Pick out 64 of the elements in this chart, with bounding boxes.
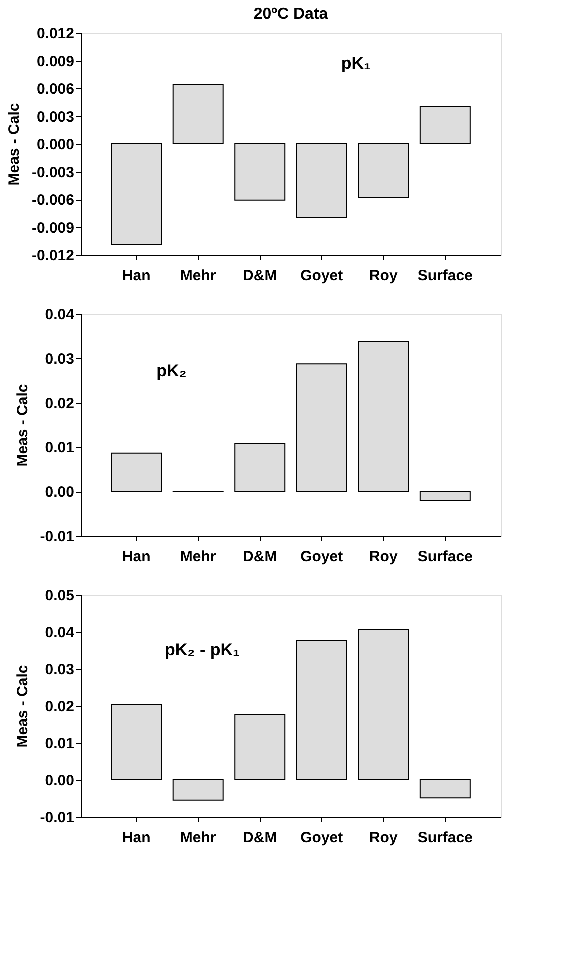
y-tick-label: 0.000 [36,136,74,154]
y-tick-label: 0.01 [45,736,74,752]
bar [420,780,471,799]
y-axis-title: Meas - Calc [14,665,32,748]
y-tick-label: 0.03 [45,350,74,368]
x-tick-label: D&M [243,268,278,284]
bar [296,640,348,780]
y-tick-label: 0.012 [36,26,74,42]
y-tick-label: 0.006 [36,81,74,98]
x-tick-label: Surface [418,830,473,846]
bar [111,704,162,780]
annotation: pK₁ [341,54,372,74]
x-tick-label: Roy [369,830,398,846]
bar [296,364,348,492]
bar [358,144,410,198]
x-tick-label: Roy [369,268,398,284]
x-tick-label: Goyet [300,548,344,566]
bar [358,341,410,492]
x-tick-label: D&M [243,548,278,566]
y-tick-label: 0.04 [45,306,76,324]
annotation: pK₂ - pK₁ [165,640,240,660]
y-tick-label: 0.02 [45,395,74,412]
y-axis-title: Meas - Calc [6,103,23,186]
x-tick-label: Surface [418,548,473,566]
y-tick-label: -0.01 [40,810,74,826]
y-tick-label: -0.01 [40,528,74,546]
bar [234,443,286,492]
y-tick-label: 0.00 [45,484,74,502]
annotation: pK₂ [156,362,187,381]
bar [296,144,348,218]
y-tick-label: -0.012 [32,248,74,264]
bar [358,629,410,780]
bar [111,452,162,492]
y-tick-label: -0.006 [32,192,74,209]
x-tick-label: Mehr [180,268,216,284]
y-axis-title: Meas - Calc [14,384,32,467]
x-tick-label: Surface [418,268,473,284]
y-tick-label: -0.009 [32,220,74,237]
y-tick-label: 0.00 [45,772,74,790]
x-tick-label: Goyet [300,830,344,846]
bar [111,144,162,246]
y-tick-label: 0.03 [45,662,74,678]
x-tick-label: Goyet [300,268,344,284]
bar [420,106,471,144]
bar [172,780,224,801]
x-tick-label: Han [122,830,151,846]
x-tick-label: Roy [369,548,398,566]
x-tick-label: Han [122,548,151,566]
bar [234,714,286,780]
y-tick-label: 0.02 [45,698,74,716]
bar [420,491,471,501]
x-tick-label: Han [122,268,151,284]
y-tick-label: 0.003 [36,108,74,126]
x-tick-label: D&M [243,830,278,846]
y-tick-label: -0.003 [32,164,74,182]
y-tick-label: 0.05 [45,588,74,604]
x-tick-label: Mehr [180,548,216,566]
y-tick-label: 0.009 [36,53,74,70]
bar [172,84,224,144]
bar [234,144,286,201]
chart-title: 20ºC Data [254,6,328,23]
y-tick-label: 0.04 [45,624,76,642]
y-tick-label: 0.01 [45,440,74,457]
x-tick-label: Mehr [180,830,216,846]
